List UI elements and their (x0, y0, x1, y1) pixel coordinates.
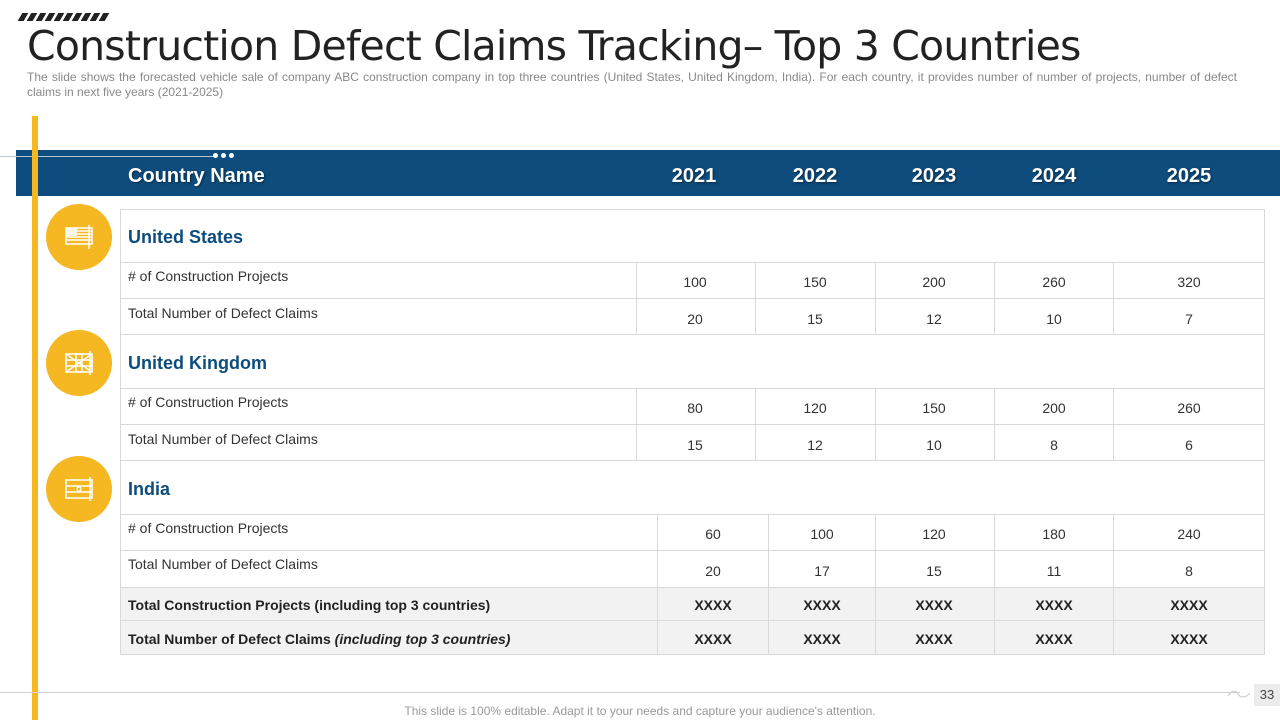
india-claims-2021: 20 (705, 563, 721, 579)
uk-projects-2024: 200 (1042, 400, 1066, 416)
total-projects-2025: XXXX (1170, 597, 1208, 613)
india-flag-circle (46, 456, 112, 522)
footer-divider (0, 692, 1240, 693)
uk-flag-circle (46, 330, 112, 396)
country-united-kingdom: United Kingdom (128, 353, 267, 373)
us-projects-2024: 260 (1042, 274, 1066, 290)
uk-claims-label: Total Number of Defect Claims (128, 431, 318, 447)
india-claims-2025: 8 (1185, 563, 1193, 579)
accent-vertical-bar (32, 116, 38, 720)
slide-title: Construction Defect Claims Tracking– Top… (27, 22, 1081, 70)
us-projects-2022: 150 (803, 274, 827, 290)
uk-projects-label: # of Construction Projects (128, 394, 289, 410)
uk-projects-2022: 120 (803, 400, 827, 416)
header-year-2024: 2024 (1031, 165, 1077, 187)
us-projects-2023: 200 (922, 274, 946, 290)
footer-note: This slide is 100% editable. Adapt it to… (404, 704, 876, 718)
us-flag-circle (46, 204, 112, 270)
us-flag-icon (65, 225, 93, 249)
decorative-dots (213, 153, 234, 158)
uk-claims-2025: 6 (1185, 437, 1193, 453)
total-claims-2023: XXXX (915, 631, 953, 647)
total-projects-2021: XXXX (694, 597, 732, 613)
totals-background (121, 588, 1264, 654)
us-claims-2021: 20 (687, 311, 703, 327)
india-projects-2022: 100 (810, 526, 834, 542)
header-year-2021: 2021 (671, 165, 717, 187)
india-flag-icon (65, 477, 93, 501)
total-claims-2025: XXXX (1170, 631, 1208, 647)
total-claims-label-main: Total Number of Defect Claims (128, 631, 335, 647)
data-table (120, 209, 1265, 655)
total-claims-2024: XXXX (1035, 631, 1073, 647)
india-claims-label: Total Number of Defect Claims (128, 556, 318, 572)
total-projects-label: Total Construction Projects (including t… (128, 597, 491, 613)
us-claims-2022: 15 (807, 311, 823, 327)
header-year-2025: 2025 (1166, 165, 1212, 187)
us-claims-2024: 10 (1046, 311, 1062, 327)
india-projects-label: # of Construction Projects (128, 520, 289, 536)
header-country-name: Country Name (128, 165, 265, 187)
total-projects-2022: XXXX (803, 597, 841, 613)
uk-projects-2023: 150 (922, 400, 946, 416)
header-year-2023: 2023 (911, 165, 957, 187)
uk-flag-icon (65, 351, 93, 375)
india-projects-2023: 120 (922, 526, 946, 542)
country-india: India (128, 479, 171, 499)
header-year-2022: 2022 (792, 165, 838, 187)
total-claims-label-italic: (including top 3 countries) (334, 631, 511, 647)
us-projects-2025: 320 (1177, 274, 1201, 290)
total-projects-2024: XXXX (1035, 597, 1073, 613)
total-projects-2023: XXXX (915, 597, 953, 613)
page-number-decoration (1227, 690, 1251, 698)
page-number: 33 (1254, 684, 1280, 706)
uk-projects-2021: 80 (687, 400, 703, 416)
total-claims-2022: XXXX (803, 631, 841, 647)
total-claims-label: Total Number of Defect Claims (including… (128, 631, 510, 647)
india-claims-2023: 15 (926, 563, 942, 579)
country-united-states: United States (128, 227, 244, 247)
us-claims-2025: 7 (1185, 311, 1193, 327)
india-claims-2024: 11 (1046, 563, 1062, 579)
us-claims-2023: 12 (926, 311, 942, 327)
india-projects-2025: 240 (1177, 526, 1201, 542)
uk-projects-2025: 260 (1177, 400, 1201, 416)
uk-claims-2024: 8 (1050, 437, 1058, 453)
uk-claims-2022: 12 (807, 437, 823, 453)
uk-claims-2021: 15 (687, 437, 703, 453)
us-projects-2021: 100 (683, 274, 707, 290)
india-claims-2022: 17 (814, 563, 830, 579)
india-projects-2021: 60 (705, 526, 721, 542)
us-projects-label: # of Construction Projects (128, 268, 289, 284)
table-header-band (16, 150, 1280, 196)
uk-claims-2023: 10 (926, 437, 942, 453)
india-projects-2024: 180 (1042, 526, 1066, 542)
decorative-line (0, 156, 214, 157)
us-claims-label: Total Number of Defect Claims (128, 305, 318, 321)
total-claims-2021: XXXX (694, 631, 732, 647)
slide-subtitle: The slide shows the forecasted vehicle s… (27, 70, 1237, 99)
title-hatch-decoration (17, 13, 110, 21)
